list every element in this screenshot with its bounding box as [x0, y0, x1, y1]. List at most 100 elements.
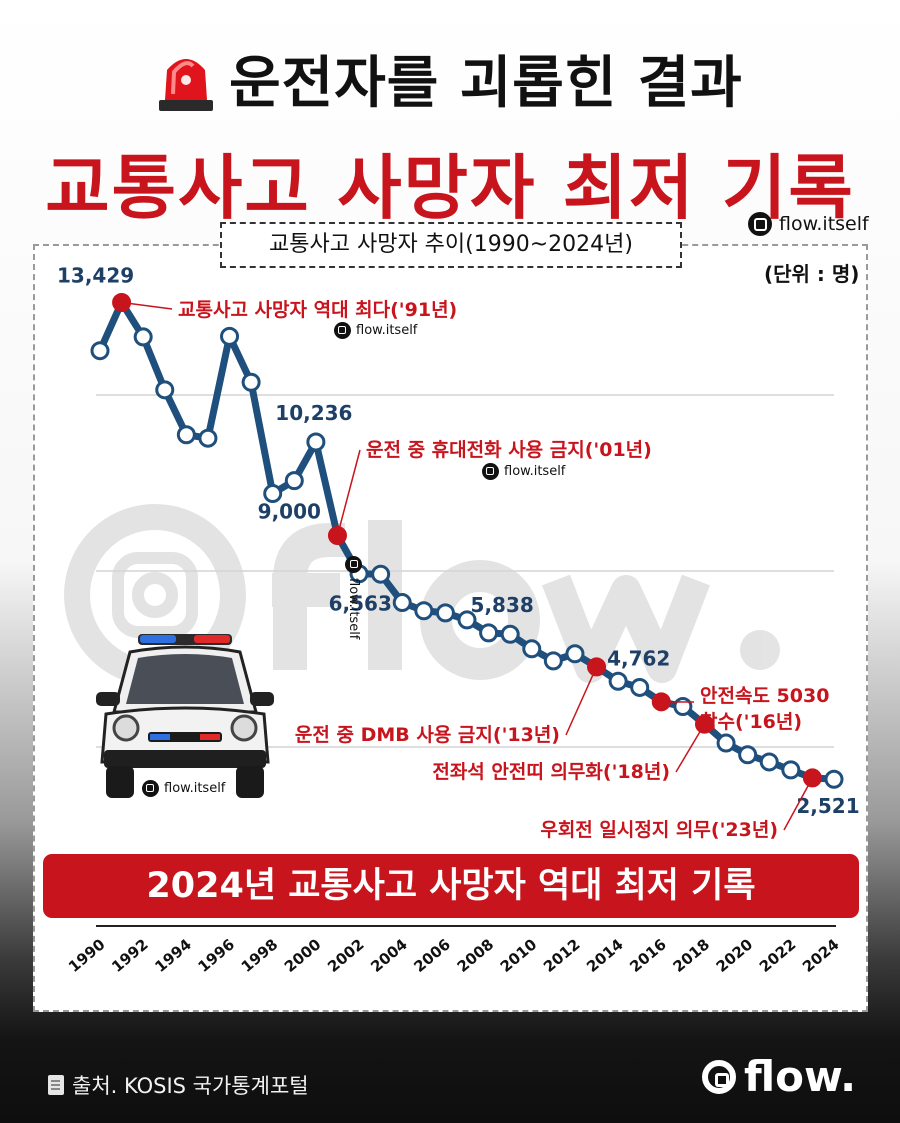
handle-mark-text: flow.itself — [504, 464, 566, 479]
annotation-label: 착수('16년) — [700, 711, 802, 733]
data-point — [176, 425, 196, 445]
x-tick-label: 1990 — [65, 935, 109, 976]
headline-line-2: 교통사고 사망자 최저 기록 — [45, 147, 855, 229]
headline-line-1-text: 운전자를 괴롭힌 결과 — [229, 51, 743, 116]
brand-logo: flow. — [702, 1052, 856, 1101]
handle-mark-text: flow.itself — [356, 323, 418, 338]
data-point — [781, 760, 801, 780]
data-point — [284, 471, 304, 491]
series-deaths — [90, 292, 844, 789]
data-point — [673, 696, 693, 716]
value-labels: 13,429 10,236 9,000 6,563 5,838 4,762 2,521 — [57, 263, 860, 818]
x-tick-label: 2022 — [756, 935, 800, 976]
record-banner: 2024년 교통사고 사망자 역대 최저 기록 — [43, 854, 859, 918]
annotation-leader — [121, 301, 173, 310]
data-point — [457, 610, 477, 630]
x-tick-label: 2012 — [540, 935, 584, 976]
annotation-label: 안전속도 5030 — [700, 685, 829, 707]
x-tick-label: 1994 — [151, 935, 195, 976]
annotation-label: 운전 중 DMB 사용 금지('13년) — [295, 724, 560, 746]
brand-text: flow. — [744, 1052, 857, 1101]
annotation-label: 우회전 일시정지 의무('23년) — [540, 819, 778, 841]
x-tick-label: 2018 — [669, 935, 713, 976]
data-point — [90, 341, 110, 361]
x-tick-label: 2010 — [497, 935, 541, 976]
x-tick-label: 1996 — [195, 935, 239, 976]
annotation-label: 전좌석 안전띠 의무화('18년) — [432, 761, 670, 783]
data-point — [392, 593, 412, 613]
value-label: 2,521 — [796, 794, 859, 818]
handle-top-text: flow.itself — [779, 213, 869, 235]
data-point — [241, 372, 261, 392]
data-point — [479, 623, 499, 643]
data-point — [263, 484, 283, 504]
data-point — [608, 671, 628, 691]
annotation-label: 교통사고 사망자 역대 최다('91년) — [178, 299, 457, 321]
instagram-icon — [748, 212, 772, 236]
x-tick-label: 2014 — [583, 935, 627, 976]
value-label: 13,429 — [57, 263, 134, 287]
chart-title: 교통사고 사망자 추이(1990~2024년) — [220, 222, 682, 268]
x-tick-label: 2004 — [367, 935, 411, 976]
data-point — [133, 327, 153, 347]
handle-mark-3: flow.itself — [345, 556, 362, 639]
data-point — [824, 769, 844, 789]
data-point — [155, 380, 175, 400]
annotation-label: 운전 중 휴대전화 사용 금지('01년) — [366, 439, 652, 461]
value-label: 4,762 — [607, 646, 670, 670]
x-tick-label: 2016 — [626, 935, 670, 976]
annotation-leader — [675, 723, 706, 773]
x-tick-label: 1998 — [238, 935, 282, 976]
handle-mark-2: flow.itself — [482, 463, 565, 480]
handle-top: flow.itself — [748, 212, 869, 236]
value-label: 6,563 — [329, 592, 392, 616]
unit-label: (단위 : 명) — [764, 262, 860, 286]
x-tick-label: 2000 — [281, 935, 325, 976]
annotations: 교통사고 사망자 역대 최다('91년) 운전 중 휴대전화 사용 금지('01년… — [121, 299, 829, 841]
value-label: 9,000 — [258, 500, 321, 524]
headline-line-1: 운전자를 괴롭힌 결과 — [0, 38, 900, 119]
instagram-icon — [482, 463, 499, 480]
data-point — [716, 733, 736, 753]
value-label: 10,236 — [275, 401, 352, 425]
police-car-illustration — [96, 632, 274, 800]
instagram-icon — [702, 1059, 736, 1094]
data-point — [198, 428, 218, 448]
x-tick-label: 2006 — [410, 935, 454, 976]
data-point — [414, 601, 434, 621]
handle-mark-text: flow.itself — [164, 781, 226, 796]
value-label: 5,838 — [471, 593, 534, 617]
data-point — [738, 745, 758, 765]
data-point — [522, 639, 542, 659]
source-text: 출처. KOSIS 국가통계포털 — [72, 1074, 309, 1098]
data-point — [500, 624, 520, 644]
document-icon — [48, 1075, 64, 1095]
handle-mark-text: flow.itself — [346, 578, 361, 640]
data-point — [306, 432, 326, 452]
instagram-icon — [345, 556, 362, 573]
handle-mark-1: flow.itself — [334, 322, 417, 339]
source-note: 출처. KOSIS 국가통계포털 — [48, 1070, 309, 1100]
annotation-leader — [565, 666, 598, 736]
instagram-icon — [334, 322, 351, 339]
watermark-logo — [64, 504, 780, 686]
x-axis: 1990 1992 1994 1996 1998 2000 2002 2004 2006 2008… — [65, 925, 843, 976]
data-point — [371, 564, 391, 584]
annotation-leader — [336, 449, 361, 536]
x-tick-label: 2020 — [713, 935, 757, 976]
instagram-icon — [142, 780, 159, 797]
data-point — [543, 651, 563, 671]
x-tick-label: 2008 — [454, 935, 498, 976]
data-point — [435, 603, 455, 623]
data-point — [759, 752, 779, 772]
siren-icon — [157, 50, 215, 112]
x-tick-label: 2024 — [799, 935, 843, 976]
data-point — [220, 326, 240, 346]
data-point — [630, 677, 650, 697]
x-tick-label: 1992 — [108, 935, 152, 976]
annotation-leader — [783, 777, 814, 831]
handle-mark-4: flow.itself — [142, 780, 225, 797]
x-tick-label: 2002 — [324, 935, 368, 976]
data-point — [565, 644, 585, 664]
